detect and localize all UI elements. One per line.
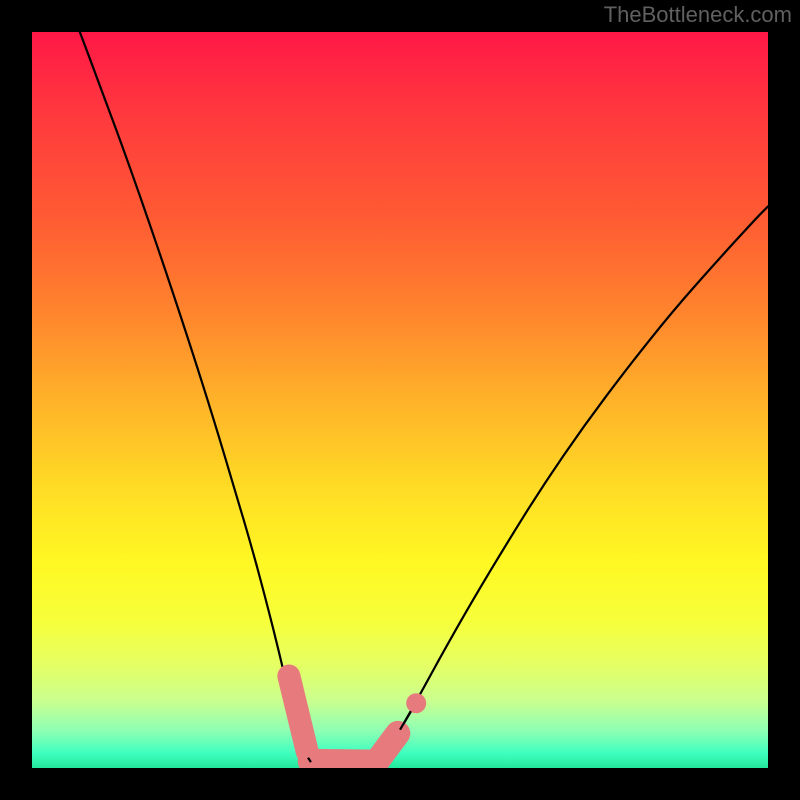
watermark-text: TheBottleneck.com (604, 2, 792, 28)
gradient-background (32, 32, 768, 768)
bottleneck-chart-svg (0, 0, 800, 800)
chart-root: TheBottleneck.com (0, 0, 800, 800)
marker-dot-right (406, 693, 426, 713)
